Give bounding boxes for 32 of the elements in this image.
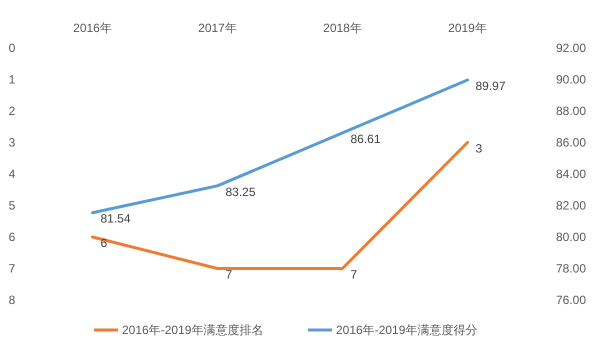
y-tick-label: 3 xyxy=(8,136,16,150)
line-series xyxy=(91,78,469,214)
y-tick-label: 0 xyxy=(8,41,16,55)
data-label: 81.54 xyxy=(100,212,131,226)
y2-tick-label: 78.00 xyxy=(556,262,586,276)
y2-tick-label: 76.00 xyxy=(556,293,586,307)
y-tick-label: 5 xyxy=(8,198,16,212)
y2-tick-label: 80.00 xyxy=(556,230,586,244)
y2-tick-label: 90.00 xyxy=(556,72,586,86)
data-label: 83.25 xyxy=(226,184,256,199)
y2-tick-label: 86.00 xyxy=(556,136,586,150)
y-tick-label: 2 xyxy=(8,104,16,118)
y-tick-label: 7 xyxy=(8,262,16,276)
x-tick-label: 2016年 xyxy=(73,21,112,35)
data-label: 89.97 xyxy=(476,78,506,93)
y-tick-label: 6 xyxy=(8,230,16,244)
legend-label: 2016年-2019年满意度得分 xyxy=(336,323,478,337)
y2-tick-label: 82.00 xyxy=(556,198,586,212)
data-label: 7 xyxy=(350,268,358,282)
y-tick-label: 8 xyxy=(8,293,16,307)
y2-tick-label: 92.00 xyxy=(556,41,586,55)
y2-tick-label: 88.00 xyxy=(556,104,586,118)
y-tick-label: 1 xyxy=(8,72,16,86)
y-tick-label: 4 xyxy=(8,167,16,181)
x-tick-label: 2017年 xyxy=(198,21,237,35)
x-tick-label: 2019年 xyxy=(448,21,487,35)
y2-tick-label: 84.00 xyxy=(556,167,586,181)
data-label: 7 xyxy=(226,268,232,282)
x-tick-label: 2018年 xyxy=(323,21,362,35)
data-label: 86.61 xyxy=(350,132,381,146)
legend-label: 2016年-2019年满意度排名 xyxy=(122,323,264,337)
data-label: 3 xyxy=(476,142,482,156)
